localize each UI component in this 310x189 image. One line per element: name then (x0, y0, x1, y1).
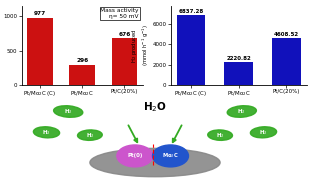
Bar (69, 65, 95, 85)
Bar (177, 15, 205, 85)
Text: 6837.28: 6837.28 (178, 9, 204, 14)
Text: H$_2$: H$_2$ (64, 107, 73, 116)
Text: H$_2$: H$_2$ (42, 128, 51, 137)
Text: H$_2$: H$_2$ (237, 107, 246, 116)
Bar (272, 38, 301, 85)
Text: 4608.52: 4608.52 (274, 32, 299, 37)
Text: 296: 296 (76, 58, 88, 63)
Text: H$_2$: H$_2$ (86, 131, 94, 140)
Ellipse shape (54, 106, 83, 117)
Y-axis label: H$_2$ produced
(mmol h$^{-1}$ g$^{-1}$): H$_2$ produced (mmol h$^{-1}$ g$^{-1}$) (130, 24, 151, 66)
Ellipse shape (90, 148, 220, 177)
Ellipse shape (78, 130, 102, 140)
Text: H$_2$: H$_2$ (259, 128, 268, 137)
Bar (27, 18, 53, 85)
Ellipse shape (250, 127, 277, 138)
Text: Mass activity
η= 50 mV: Mass activity η= 50 mV (100, 8, 139, 19)
Text: Mo$_2$C: Mo$_2$C (162, 151, 179, 160)
Text: 676: 676 (118, 32, 131, 37)
Bar (112, 38, 137, 85)
Ellipse shape (208, 130, 232, 140)
Text: H$_2$: H$_2$ (216, 131, 224, 140)
Bar (224, 62, 253, 85)
Y-axis label: J/(mA/mg$_{Pt}$): J/(mA/mg$_{Pt}$) (0, 29, 2, 62)
Circle shape (117, 145, 153, 167)
Text: 2220.82: 2220.82 (226, 57, 251, 61)
Ellipse shape (33, 127, 60, 138)
Circle shape (153, 145, 188, 167)
Text: Pt(0): Pt(0) (127, 153, 143, 158)
Ellipse shape (227, 106, 256, 117)
Text: H$_2$O: H$_2$O (143, 100, 167, 114)
Text: 977: 977 (34, 11, 46, 16)
